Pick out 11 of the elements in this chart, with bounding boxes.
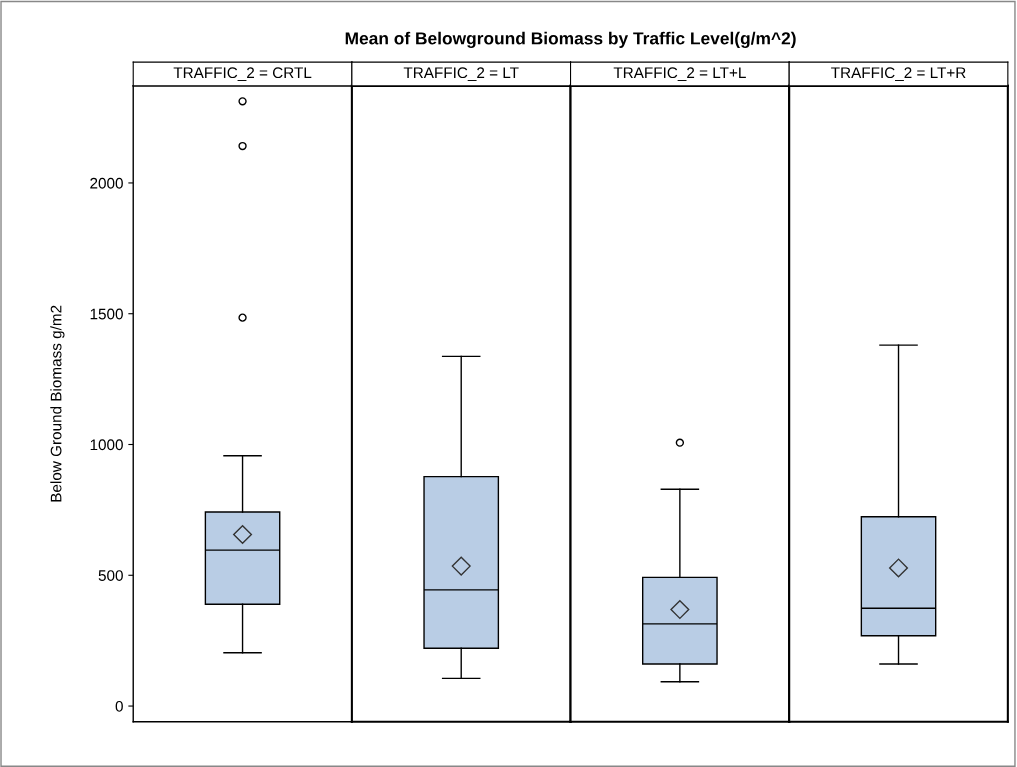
y-tick-label: 0 (115, 700, 123, 712)
y-axis-title: Below Ground Biomass g/m2 (50, 305, 65, 502)
x-tick-label: TRAFFIC_2 = CRTL (173, 67, 312, 81)
y-tick-label: 500 (98, 570, 123, 581)
x-tick-label: TRAFFIC_2 = LT+R (831, 67, 966, 81)
y-tick-label: 1500 (90, 308, 123, 320)
x-tick-label: TRAFFIC_2 = LT (403, 67, 519, 81)
y-tick-label: 1000 (90, 439, 123, 451)
y-tick-label: 2000 (90, 177, 123, 189)
chart-title: Mean of Belowground Biomass by Traffic Level(g/m^2) (345, 31, 796, 49)
x-tick-label: TRAFFIC_2 = LT+L (613, 67, 746, 81)
